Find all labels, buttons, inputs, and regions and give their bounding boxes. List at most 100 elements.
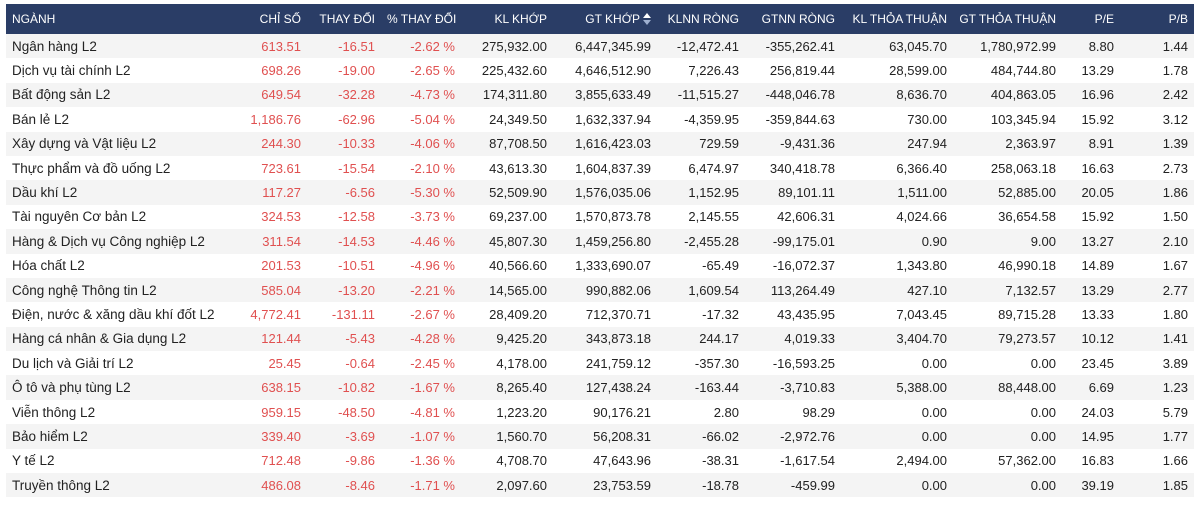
cell-sector[interactable]: Truyền thông L2 [12,477,110,493]
cell-index: 959.15 [261,404,301,420]
cell-sector[interactable]: Ngân hàng L2 [12,38,97,54]
cell-pe: 13.33 [1081,306,1114,322]
col-header-negotiated-volume[interactable]: KL THỎA THUẬN [852,12,947,26]
cell-sector[interactable]: Ô tô và phụ tùng L2 [12,380,131,396]
cell-index: 311.54 [262,233,301,249]
cell-pb: 1.86 [1162,185,1188,201]
cell-foreign-net-volume: -65.49 [702,258,739,274]
table-row[interactable]: Dầu khí L2 117.27 -6.56 -5.30 % 52,509.90 1,5… [6,180,1194,205]
cell-pct-change: -2.65 % [410,63,455,79]
col-header-negotiated-value[interactable]: GT THỎA THUẬN [959,12,1056,26]
table-row[interactable]: Bán lẻ L2 1,186.76 -62.96 -5.04 % 24,349.50 1… [6,107,1194,132]
table-row[interactable]: Du lịch và Giải trí L2 25.45 -0.64 -2.45 % 4… [6,351,1194,376]
cell-negotiated-volume: 0.90 [921,233,947,249]
cell-sector[interactable]: Điện, nước & xăng dầu khí đốt L2 [12,306,215,322]
cell-sector[interactable]: Hóa chất L2 [12,258,85,274]
cell-foreign-net-volume: 729.59 [699,136,739,152]
cell-pct-change: -2.67 % [410,306,455,322]
cell-pct-change: -4.73 % [410,87,455,103]
table-row[interactable]: Hóa chất L2 201.53 -10.51 -4.96 % 40,566.60 1… [6,253,1194,278]
cell-negotiated-volume: 6,366.40 [896,160,947,176]
col-header-pe[interactable]: P/E [1094,12,1114,26]
cell-negotiated-volume: 730.00 [907,111,947,127]
col-header-foreign-net-value[interactable]: GTNN RÒNG [761,12,835,26]
col-header-matched-value[interactable]: GT KHỚP [553,4,657,34]
cell-negotiated-value: 79,273.57 [998,331,1056,347]
cell-pb: 1.85 [1162,477,1188,493]
cell-index: 1,186.76 [250,111,301,127]
cell-sector[interactable]: Bảo hiểm L2 [12,428,88,444]
cell-sector[interactable]: Bất động sản L2 [12,87,111,103]
table-row[interactable]: Hàng cá nhân & Gia dụng L2 121.44 -5.43 -4.… [6,326,1194,352]
col-header-matched-volume[interactable]: KL KHỚP [494,12,547,26]
table-row[interactable]: Tài nguyên Cơ bản L2 324.53 -12.58 -3.73 % 6… [6,204,1194,230]
cell-sector[interactable]: Thực phẩm và đồ uống L2 [12,160,171,176]
cell-sector[interactable]: Bán lẻ L2 [12,111,70,127]
table-row[interactable]: Ô tô và phụ tùng L2 638.15 -10.82 -1.67 % 8,… [6,375,1194,400]
cell-negotiated-value: 1,780,972.99 [980,38,1056,54]
cell-sector[interactable]: Y tế L2 [12,453,55,469]
col-header-index[interactable]: CHỈ SỐ [259,12,301,26]
cell-negotiated-value: 103,345.94 [990,111,1056,127]
cell-matched-volume: 69,237.00 [489,209,547,225]
cell-foreign-net-value: -3,710.83 [780,380,835,396]
cell-foreign-net-value: 89,101.11 [778,185,835,201]
cell-sector[interactable]: Dịch vụ tài chính L2 [12,63,131,79]
cell-pct-change: -4.96 % [410,258,455,274]
cell-matched-value: 6,447,345.99 [575,38,651,54]
cell-foreign-net-volume: -12,472.41 [676,38,739,54]
cell-matched-value: 1,459,256.80 [575,233,651,249]
cell-sector[interactable]: Dầu khí L2 [12,185,78,201]
cell-index: 25.45 [268,355,301,371]
cell-index: 723.61 [261,160,301,176]
cell-index: 121.44 [261,331,301,347]
table-row[interactable]: Ngân hàng L2 613.51 -16.51 -2.62 % 275,932.0… [6,34,1194,59]
cell-foreign-net-volume: -17.32 [702,306,739,322]
cell-negotiated-volume: 0.00 [921,477,947,493]
cell-change: -8.46 [345,477,375,493]
table-row[interactable]: Viễn thông L2 959.15 -48.50 -4.81 % 1,223.20… [6,399,1194,425]
cell-sector[interactable]: Xây dựng và Vật liệu L2 [12,136,157,152]
cell-sector[interactable]: Tài nguyên Cơ bản L2 [12,209,147,225]
cell-sector[interactable]: Công nghệ Thông tin L2 [12,282,157,298]
col-header-change[interactable]: THAY ĐỔI [319,12,375,26]
table-row[interactable]: Y tế L2 712.48 -9.86 -1.36 % 4,708.70 47,643.… [6,448,1194,474]
col-header-pb[interactable]: P/B [1168,12,1188,26]
cell-change: -14.53 [338,233,375,249]
col-header-pct-change[interactable]: % THAY ĐỔI [387,12,457,26]
cell-change: -5.43 [345,331,375,347]
cell-foreign-net-volume: 2.80 [713,404,739,420]
col-header-sector[interactable]: NGÀNH [12,12,56,26]
cell-foreign-net-value: 4,019.33 [784,331,835,347]
table-row[interactable]: Dịch vụ tài chính L2 698.26 -19.00 -2.65 % 2… [6,58,1194,83]
cell-negotiated-volume: 63,045.70 [889,38,947,54]
cell-pe: 8.91 [1088,136,1114,152]
cell-foreign-net-value: -2,972.76 [780,428,835,444]
cell-foreign-net-volume: -4,359.95 [684,111,739,127]
table-row[interactable]: Bất động sản L2 649.54 -32.28 -4.73 % 174,31… [6,82,1194,108]
table-row[interactable]: Hàng & Dịch vụ Công nghiệp L2 311.54 -14.5… [6,229,1194,254]
col-header-foreign-net-volume[interactable]: KLNN RÒNG [667,12,739,26]
cell-negotiated-volume: 0.00 [921,355,947,371]
cell-sector[interactable]: Hàng & Dịch vụ Công nghiệp L2 [12,233,205,249]
cell-index: 4,772.41 [250,306,301,322]
table-row[interactable]: Công nghệ Thông tin L2 585.04 -13.20 -2.21 … [6,277,1194,303]
table-row[interactable]: Điện, nước & xăng dầu khí đốt L2 4,772.41… [6,302,1194,327]
table-row[interactable]: Thực phẩm và đồ uống L2 723.61 -15.54 -2.10… [6,155,1194,181]
table-row[interactable]: Xây dựng và Vật liệu L2 244.30 -10.33 -4.06… [6,131,1194,156]
col-header-matched-value-label: GT KHỚP [585,12,640,26]
cell-pct-change: -4.46 % [410,233,455,249]
table-row[interactable]: Bảo hiểm L2 339.40 -3.69 -1.07 % 1,560.70 56,… [6,424,1194,449]
cell-negotiated-volume: 3,404.70 [896,331,947,347]
cell-pct-change: -2.45 % [410,355,455,371]
table-row[interactable]: Truyền thông L2 486.08 -8.46 -1.71 % 2,097.6… [6,473,1194,498]
sort-updown-icon[interactable] [643,13,651,25]
cell-matched-value: 241,759.12 [585,355,651,371]
cell-sector[interactable]: Du lịch và Giải trí L2 [12,355,134,371]
cell-pe: 16.83 [1081,453,1114,469]
cell-index: 339.40 [261,428,301,444]
cell-pe: 13.29 [1081,63,1114,79]
cell-sector[interactable]: Hàng cá nhân & Gia dụng L2 [12,331,187,347]
cell-change: -32.28 [338,87,375,103]
cell-sector[interactable]: Viễn thông L2 [12,404,96,420]
